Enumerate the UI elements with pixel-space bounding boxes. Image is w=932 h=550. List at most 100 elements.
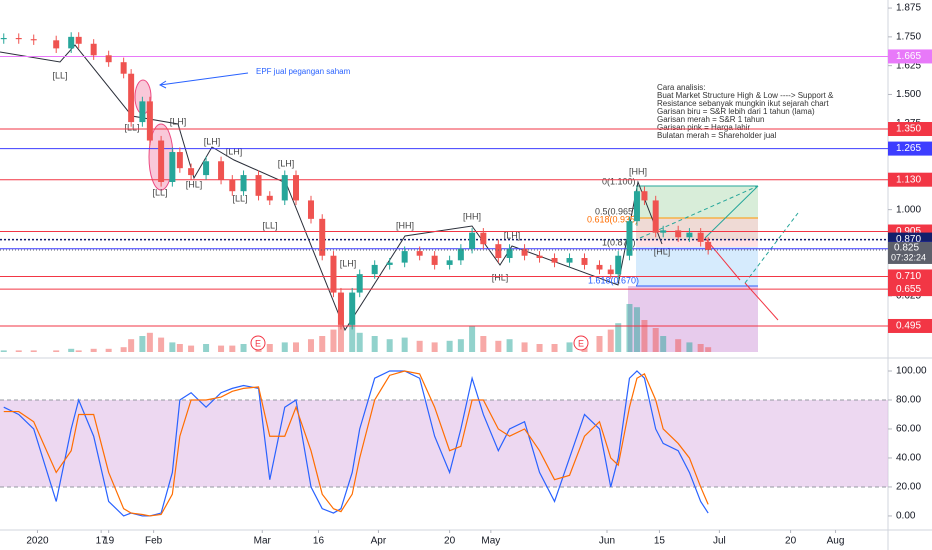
candle-body	[229, 179, 236, 192]
fib-labels: 0(1.100) 0.5(0.965)0.618(0.935) 1(0.870) 1.…	[587, 176, 639, 285]
pivot-label: [HL]	[654, 246, 671, 256]
note-line: Garisan merah = S&R 1 tahun	[657, 115, 764, 124]
candle-body	[169, 152, 176, 182]
note-line: Buat Market Structure High & Low ----> S…	[657, 91, 834, 100]
y-tick-label: 1.875	[896, 3, 921, 14]
volume-bar	[15, 350, 22, 352]
volume-bar	[128, 339, 135, 352]
volume-bar	[686, 342, 693, 352]
candle-body	[371, 264, 378, 275]
stoch-band	[0, 399, 888, 487]
volume-bar	[607, 329, 614, 352]
fib-label: 1(0.870)	[602, 237, 636, 247]
projection-zone	[628, 286, 758, 352]
candle-body	[521, 248, 528, 256]
candle-body	[293, 175, 299, 201]
candle-body	[566, 258, 573, 263]
y-tick-label: 1.625	[896, 60, 921, 71]
candle-body	[551, 258, 558, 263]
pivot-label: [HH]	[629, 166, 647, 176]
volume-bar	[401, 337, 408, 352]
level-label: 0.905	[896, 226, 921, 237]
candle-body	[641, 191, 648, 201]
level-label-box	[888, 269, 932, 284]
volume-bar	[386, 339, 393, 352]
candle-body	[581, 258, 588, 265]
pivot-labels: [LL] [LL] [LH] [LL] [LH] [HL] [LH] [LL] [LH] [LL]…	[52, 70, 670, 282]
last-price-label: 0.825	[894, 243, 919, 254]
arrow-head	[159, 80, 167, 89]
earnings-marker: E	[578, 338, 584, 348]
volume-bar	[675, 339, 682, 352]
candle-body	[416, 251, 423, 256]
volume-bar	[169, 342, 176, 352]
candle-body	[120, 62, 127, 74]
volume-bar	[203, 344, 210, 352]
candle-body	[495, 244, 502, 259]
volume-bar	[536, 344, 543, 352]
volume-bar	[337, 312, 344, 352]
volume-bar	[596, 336, 603, 352]
pivot-label: [LH]	[278, 158, 295, 168]
candle-body	[53, 40, 60, 49]
fib-label: 0.618(0.935)	[587, 214, 638, 224]
level-label: 1.665	[896, 51, 921, 62]
candle-body	[139, 101, 146, 123]
volume-bar	[446, 340, 453, 352]
pivot-label: [HL]	[186, 179, 203, 189]
volume-bar	[293, 342, 299, 352]
candle-body	[68, 36, 75, 49]
volume-bar	[469, 326, 476, 352]
level-label: 0.710	[896, 271, 921, 282]
volume-bar	[480, 336, 487, 352]
candle-body	[615, 255, 622, 275]
note-line: Garisan pink = Harga lahir	[657, 123, 750, 132]
y-tick-label: 1.000	[896, 204, 921, 215]
candle-body	[401, 251, 408, 263]
notes: Cara analisis:Buat Market Structure High…	[657, 83, 834, 140]
volume-bar	[566, 342, 573, 352]
candle-body	[188, 168, 195, 176]
fib-label: 0.5(0.965)	[595, 206, 636, 216]
volume-bar	[240, 344, 247, 352]
pivot-label: [LL]	[124, 122, 139, 132]
candle-body	[697, 232, 704, 242]
stoch-line	[3, 370, 709, 517]
volume-bar	[0, 350, 7, 352]
volume-bar	[75, 350, 82, 352]
pivot-label: [LH]	[226, 146, 243, 156]
volume-bar	[319, 336, 326, 352]
candle-body	[105, 55, 112, 63]
volume-bar	[356, 332, 363, 352]
volume-bar	[641, 320, 648, 352]
volume-bar	[30, 350, 37, 352]
y-tick-label: 0.625	[896, 291, 921, 302]
note-line: Bulatan merah = Shareholder jual	[657, 131, 777, 140]
x-tick-label: 20	[444, 536, 456, 547]
x-tick-label: 2020	[26, 536, 49, 547]
candle-body	[307, 200, 314, 219]
level-label: 0.870	[896, 234, 921, 245]
volume-bar	[105, 348, 112, 352]
pivot-label: [LH]	[504, 230, 521, 240]
volume-bar	[633, 307, 640, 352]
x-tick-label: Aug	[827, 536, 845, 547]
earnings-circle	[250, 335, 266, 351]
volume-bar	[551, 344, 558, 352]
candle-body	[446, 260, 453, 265]
y-tick-label: 1.750	[896, 31, 921, 42]
pivot-label: [LL]	[152, 187, 167, 197]
note-line: Resistance sebanyak mungkin ikut sejarah…	[657, 99, 829, 108]
level-label: 0.495	[896, 321, 921, 332]
y-tick-label: 20.00	[896, 482, 921, 493]
candle-body	[431, 255, 438, 265]
level-label: 1.130	[896, 174, 921, 185]
volume-bar	[457, 339, 464, 352]
volume-bar	[660, 336, 667, 352]
volume-bar	[521, 342, 528, 352]
target-zone	[636, 247, 758, 286]
volume-bar	[349, 320, 356, 352]
candle-body	[457, 248, 464, 261]
